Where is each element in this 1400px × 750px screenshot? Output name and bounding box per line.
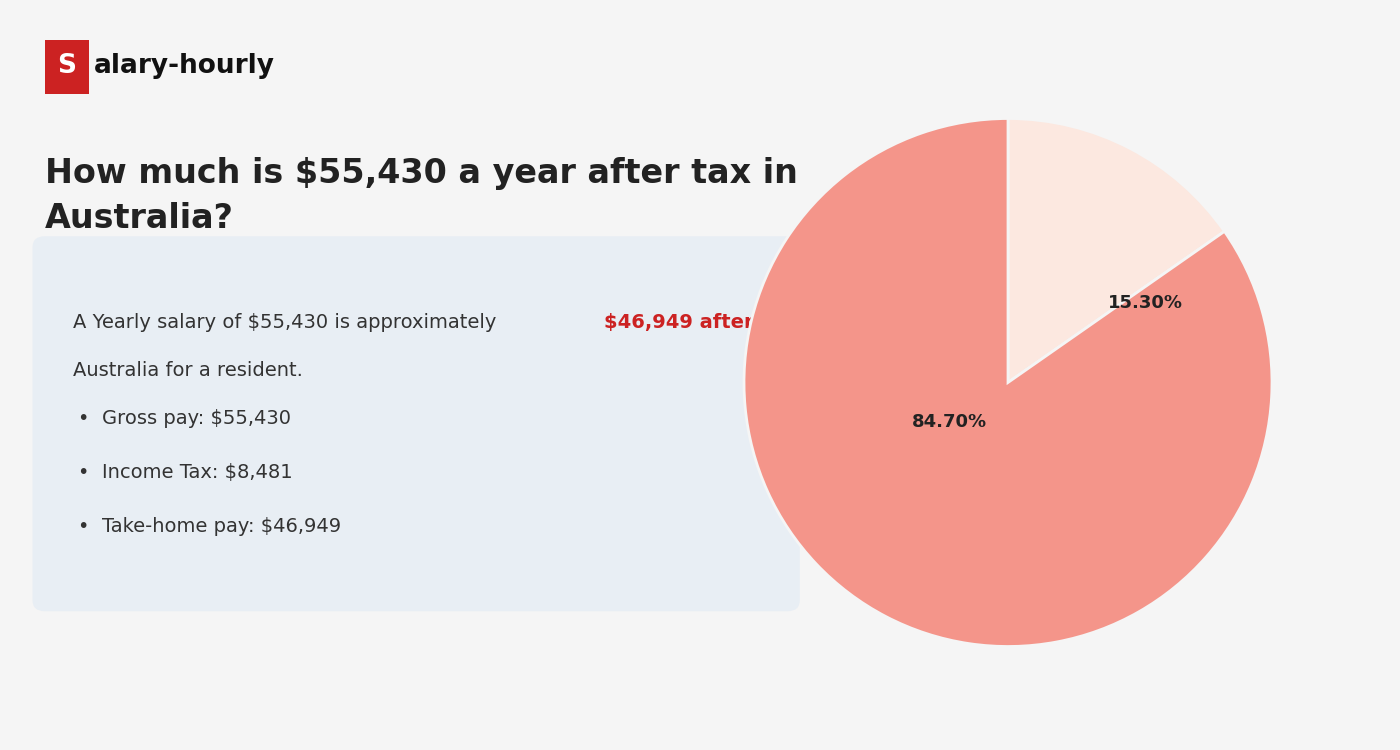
Text: Gross pay: $55,430: Gross pay: $55,430: [101, 409, 291, 428]
Text: 15.30%: 15.30%: [1107, 294, 1183, 312]
Text: Income Tax: $8,481: Income Tax: $8,481: [101, 463, 293, 482]
Text: $46,949 after tax: $46,949 after tax: [603, 313, 795, 332]
Text: S: S: [57, 53, 76, 79]
Text: A Yearly salary of $55,430 is approximately: A Yearly salary of $55,430 is approximat…: [73, 313, 503, 332]
FancyBboxPatch shape: [45, 40, 90, 94]
Text: 84.70%: 84.70%: [913, 413, 987, 431]
Text: •: •: [77, 409, 88, 428]
FancyBboxPatch shape: [32, 236, 799, 611]
Text: •: •: [77, 463, 88, 482]
Text: How much is $55,430 a year after tax in
Australia?: How much is $55,430 a year after tax in …: [45, 158, 798, 236]
Text: •: •: [77, 517, 88, 536]
Wedge shape: [743, 118, 1273, 646]
Text: Australia for a resident.: Australia for a resident.: [73, 362, 302, 380]
Text: in: in: [819, 313, 843, 332]
Text: Take-home pay: $46,949: Take-home pay: $46,949: [101, 517, 340, 536]
Text: alary-hourly: alary-hourly: [94, 53, 274, 79]
Wedge shape: [1008, 118, 1225, 382]
